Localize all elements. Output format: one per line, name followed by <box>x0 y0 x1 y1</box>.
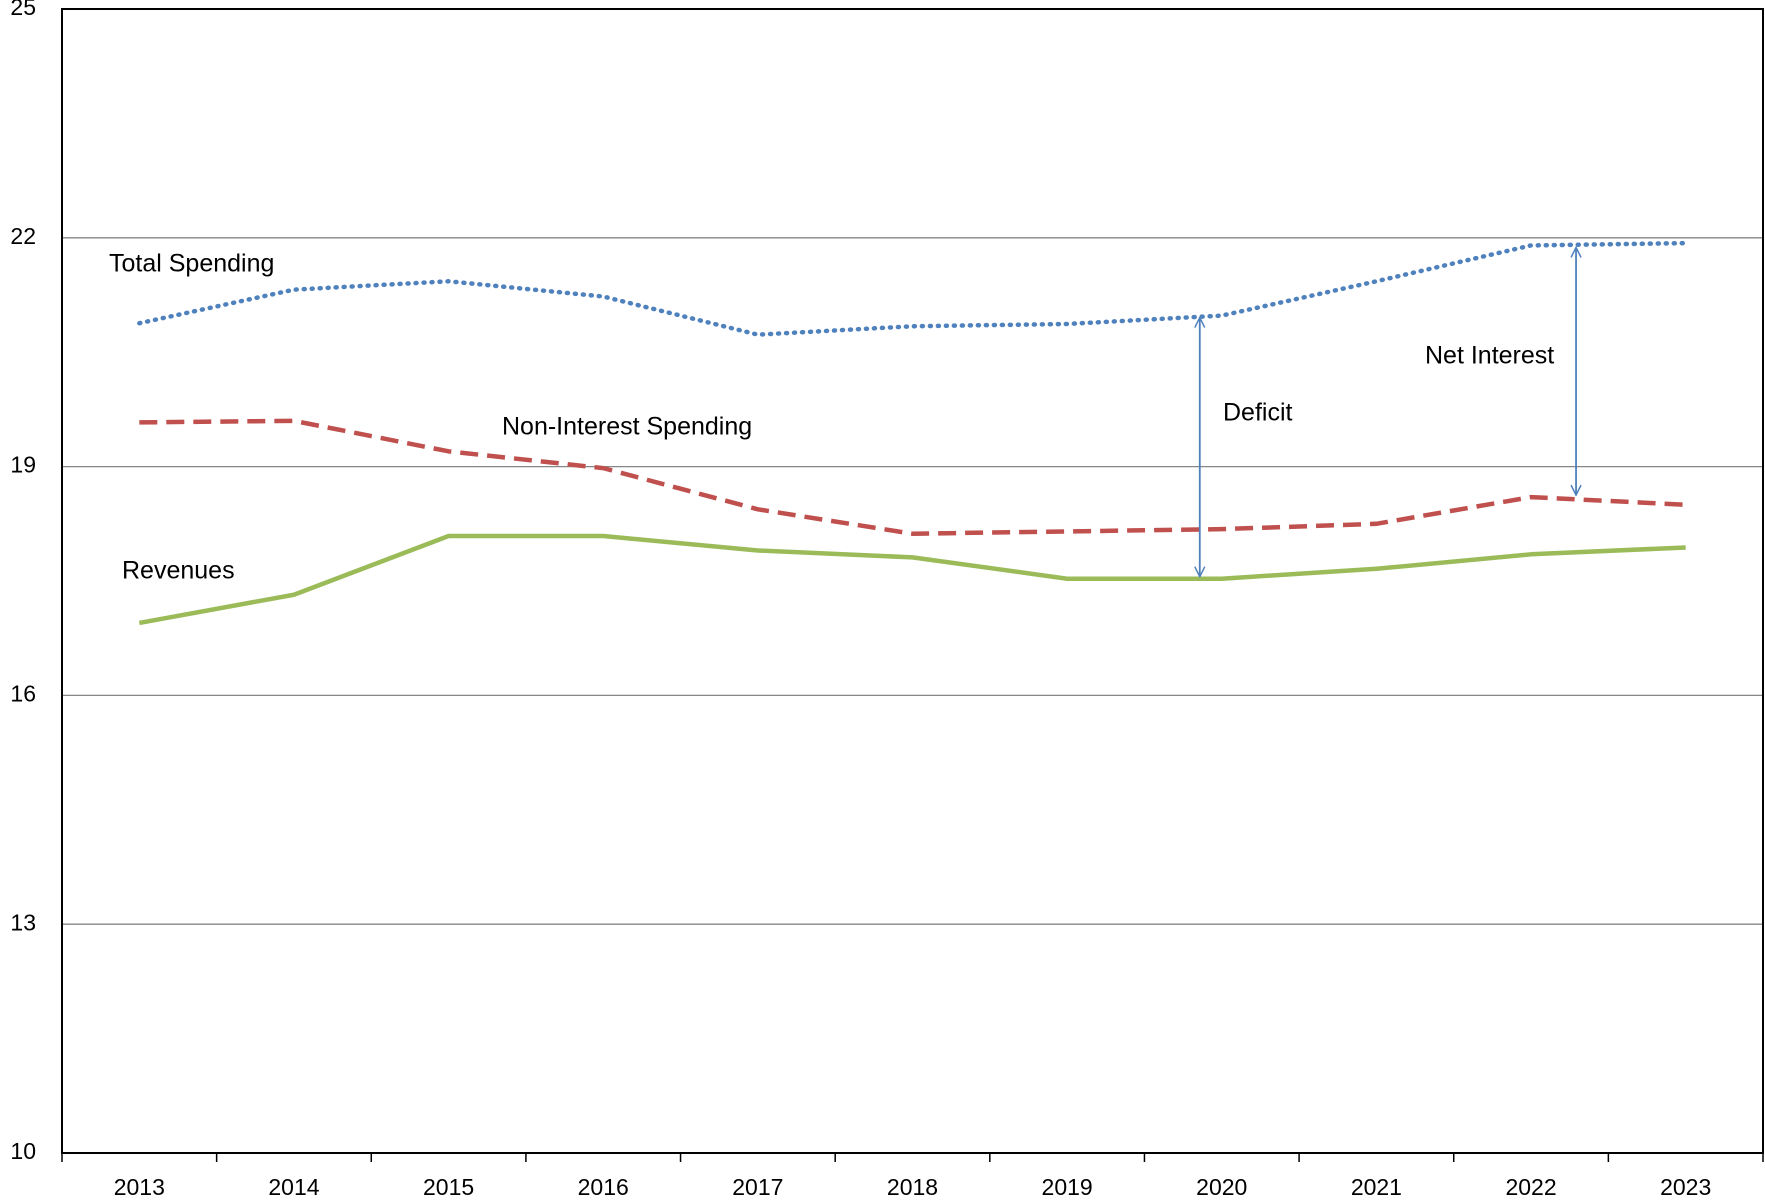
x-tick-label: 2023 <box>1660 1174 1711 1200</box>
series-label: Non-Interest Spending <box>502 413 752 441</box>
y-tick-label: 22 <box>10 223 36 249</box>
x-tick-label: 2021 <box>1351 1174 1402 1200</box>
y-tick-label: 13 <box>10 909 36 935</box>
x-tick-label: 2022 <box>1505 1174 1556 1200</box>
series-line <box>137 240 1688 337</box>
series-label: Total Spending <box>109 250 274 278</box>
series-label: Revenues <box>122 557 235 585</box>
series-line <box>139 418 1686 536</box>
annotation: Deficit <box>1223 399 1293 427</box>
y-tick-label: 16 <box>10 680 36 706</box>
x-tick-label: 2014 <box>268 1174 319 1200</box>
x-tick-label: 2017 <box>732 1174 783 1200</box>
x-tick-label: 2019 <box>1042 1174 1093 1200</box>
x-tick-label: 2013 <box>114 1174 165 1200</box>
series-line <box>138 533 1686 626</box>
annotation: Net Interest <box>1425 342 1554 370</box>
y-tick-label: 19 <box>10 452 36 478</box>
x-tick-label: 2016 <box>578 1174 629 1200</box>
x-tick-label: 2020 <box>1196 1174 1247 1200</box>
plot-frame <box>61 8 1764 1154</box>
y-tick-label: 25 <box>10 0 36 20</box>
y-tick-label: 10 <box>10 1138 36 1164</box>
x-tick-label: 2018 <box>887 1174 938 1200</box>
x-tick-label: 2015 <box>423 1174 474 1200</box>
